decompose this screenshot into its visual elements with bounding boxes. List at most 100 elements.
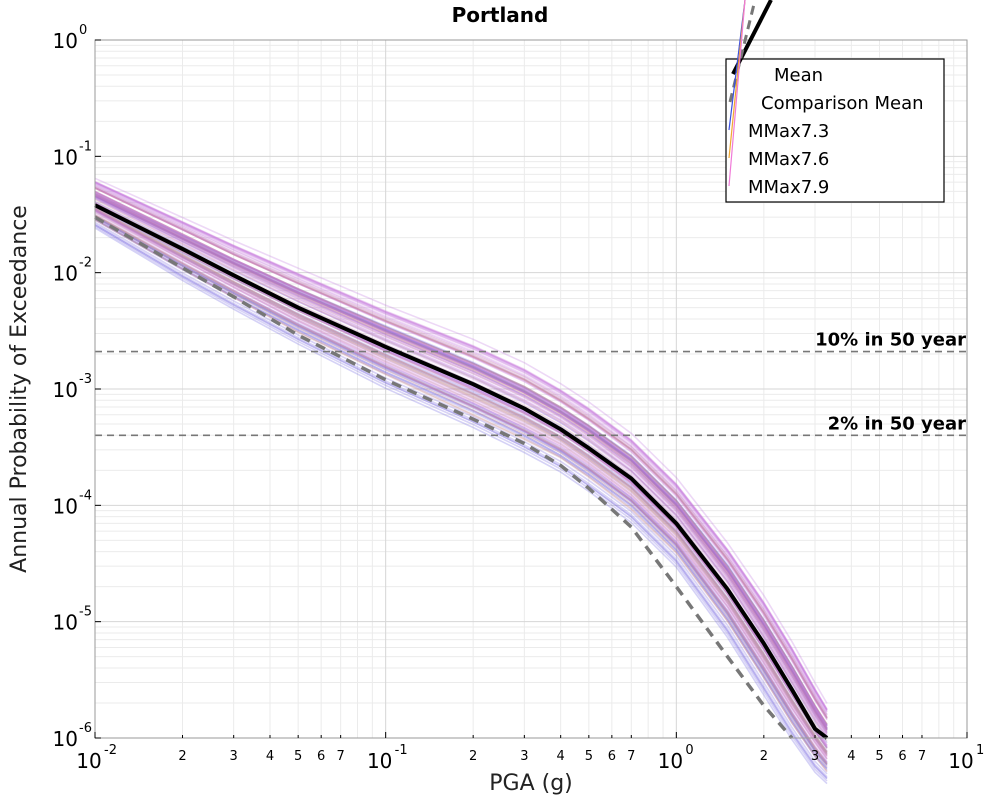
- ensemble-curve: [94, 191, 828, 727]
- y-axis-label: Annual Probability of Exceedance: [7, 205, 32, 573]
- y-tick-exponent: 0: [79, 23, 87, 38]
- x-minor-tick-label: 2: [469, 749, 477, 764]
- ensemble-curve: [94, 216, 828, 766]
- x-tick-label: 10: [658, 749, 683, 773]
- x-minor-tick-label: 5: [585, 749, 593, 764]
- ensemble-curve: [94, 192, 828, 729]
- ensemble-curve: [94, 227, 828, 785]
- comparison-mean-curve: [94, 215, 794, 740]
- x-minor-tick-label: 7: [918, 749, 926, 764]
- ensemble-curve: [94, 181, 828, 711]
- ensemble-curve: [94, 192, 828, 726]
- ensemble-curve: [94, 177, 828, 704]
- ensemble-curve: [94, 193, 828, 727]
- x-tick-label: 10: [948, 749, 973, 773]
- ensemble-curve: [94, 195, 828, 730]
- ensemble-curve: [94, 183, 828, 715]
- ensemble-curve: [94, 208, 828, 755]
- y-tick-exponent: -2: [79, 256, 92, 271]
- ensemble-curve: [94, 197, 828, 734]
- ensemble-curve: [94, 181, 828, 711]
- y-tick-label: 10: [53, 145, 78, 169]
- ensemble-curve: [94, 209, 828, 757]
- ensemble-curve: [94, 214, 828, 764]
- ensemble-curve: [94, 210, 828, 760]
- reference-line-label: 10% in 50 year: [815, 330, 966, 351]
- ensemble-curve: [94, 196, 828, 735]
- ensemble-curve: [94, 187, 828, 721]
- x-tick-label: 10: [367, 749, 392, 773]
- ensemble-curve: [94, 185, 828, 718]
- ensemble-curve: [94, 190, 828, 725]
- ensemble-curve: [94, 196, 828, 737]
- ensemble-curve: [94, 195, 828, 731]
- x-tick-exponent: -1: [395, 743, 408, 758]
- y-tick-label: 10: [53, 262, 78, 286]
- ensemble-curve: [94, 184, 828, 716]
- ensemble-curve: [94, 196, 828, 736]
- ensemble-curve: [94, 185, 828, 717]
- ensemble-curve: [94, 214, 828, 765]
- ensemble-curve: [94, 190, 828, 727]
- ensemble-curve: [94, 200, 828, 740]
- x-minor-tick-label: 5: [294, 749, 302, 764]
- ensemble-curve: [94, 195, 828, 731]
- y-tick-label: 10: [53, 29, 78, 53]
- ensemble-curve: [94, 209, 828, 756]
- ensemble-curve: [94, 198, 828, 738]
- y-tick-exponent: -5: [79, 605, 92, 620]
- ensemble-curve: [94, 198, 828, 739]
- ensemble-curve: [94, 187, 828, 719]
- ensemble-curve: [94, 208, 828, 756]
- reference-lines: 10% in 50 year 2% in 50 year: [95, 330, 967, 437]
- x-tick-exponent: 0: [685, 743, 693, 758]
- x-minor-tick-label: 3: [520, 749, 528, 764]
- ensemble-curve: [94, 195, 828, 730]
- x-minor-tick-label: 6: [317, 749, 325, 764]
- ensemble-curve: [94, 181, 828, 711]
- x-minor-tick-label: 4: [847, 749, 855, 764]
- ensemble-curve: [94, 214, 828, 765]
- ensemble-curve: [94, 187, 828, 719]
- legend-label: MMax7.6: [748, 149, 829, 170]
- ensemble-curve: [94, 215, 828, 764]
- ensemble-curve: [94, 191, 828, 726]
- ensemble-curve: [94, 195, 828, 731]
- legend: Mean Comparison Mean MMax7.3 MMax7.6 MMax7.9: [725, 0, 945, 203]
- legend-label: Mean: [774, 65, 823, 86]
- ensemble-curve: [94, 212, 828, 763]
- y-tick-label: 10: [53, 727, 78, 751]
- ensemble-curve: [94, 194, 828, 731]
- y-tick-label: 10: [53, 378, 78, 402]
- ensemble-curve: [94, 218, 828, 769]
- legend-label: MMax7.9: [748, 177, 829, 198]
- x-minor-tick-label: 2: [178, 749, 186, 764]
- y-tick-exponent: -3: [79, 372, 92, 387]
- y-tick-exponent: -4: [79, 488, 92, 503]
- x-minor-tick-label: 3: [811, 749, 819, 764]
- ensemble-mmax7-6: [94, 185, 828, 773]
- ensemble-curve: [94, 221, 828, 775]
- ensemble-curve: [94, 182, 828, 713]
- ensemble-curve: [94, 214, 828, 763]
- x-minor-tick-label: 4: [266, 749, 274, 764]
- ensemble-curve: [94, 207, 828, 754]
- ensemble-curve: [94, 194, 828, 729]
- x-minor-tick-label: 4: [557, 749, 565, 764]
- ensemble-curve: [94, 181, 828, 711]
- y-tick-label: 10: [53, 494, 78, 518]
- ensemble-curve: [94, 203, 828, 749]
- x-axis-ticks: 10 -2 10 -1 10 0 10 12 3 4 5 6 7 2 3 4 5 6 7 2 3 4 5 6 7: [76, 732, 984, 773]
- y-tick-label: 10: [53, 611, 78, 635]
- ensemble-curve: [94, 195, 828, 734]
- ensemble-curve: [94, 180, 828, 710]
- ensemble-curve: [94, 190, 828, 725]
- ensemble-curve: [94, 191, 828, 728]
- y-tick-exponent: -6: [79, 721, 92, 736]
- grid: [94, 39, 968, 739]
- ensemble-curve: [94, 208, 828, 756]
- legend-label: MMax7.3: [748, 121, 829, 142]
- ensemble-curve: [94, 215, 828, 765]
- chart-title: Portland: [452, 3, 549, 27]
